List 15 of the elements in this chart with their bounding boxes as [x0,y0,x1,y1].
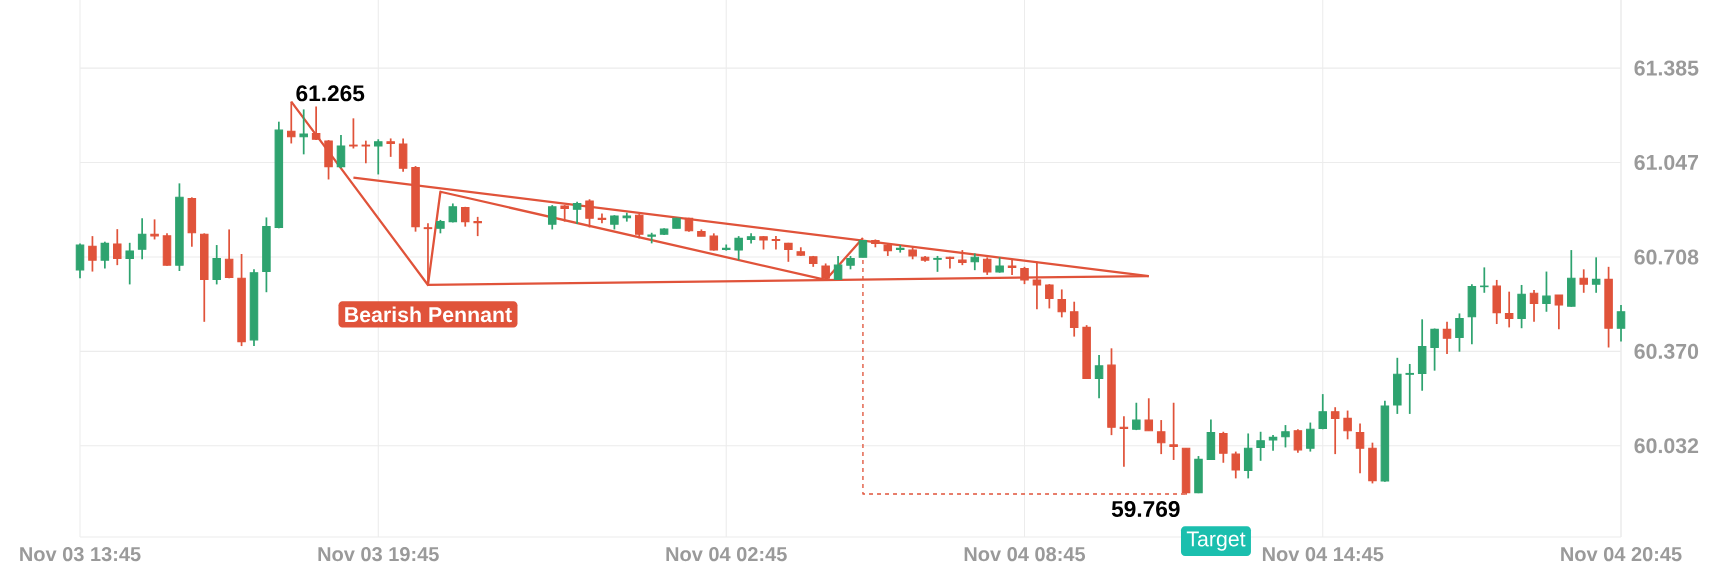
annotation: Target [1186,531,1246,551]
x-tick-label: Nov 04 14:45 [1262,547,1384,562]
annotation: Bearish Pennant [345,306,512,323]
x-tick-label: Nov 04 20:45 [1561,547,1682,562]
y-tick-label: 61.385 [1634,60,1699,76]
x-tick-label: Nov 03 19:45 [318,547,439,562]
x-tick-label: Nov 03 13:45 [20,547,141,562]
y-tick-label: 61.047 [1634,154,1699,170]
x-tick-label: Nov 04 02:45 [666,547,787,562]
annotation: 61.265 [296,85,365,102]
y-tick-label: 60.370 [1634,343,1699,359]
y-tick-label: 60.032 [1634,438,1699,454]
y-tick-label: 60.708 [1634,249,1699,265]
x-tick-label: Nov 04 08:45 [964,547,1086,562]
annotation: 59.769 [1111,500,1180,518]
